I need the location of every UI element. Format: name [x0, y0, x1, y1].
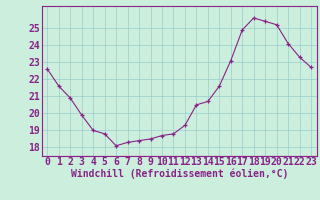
X-axis label: Windchill (Refroidissement éolien,°C): Windchill (Refroidissement éolien,°C) [70, 169, 288, 179]
